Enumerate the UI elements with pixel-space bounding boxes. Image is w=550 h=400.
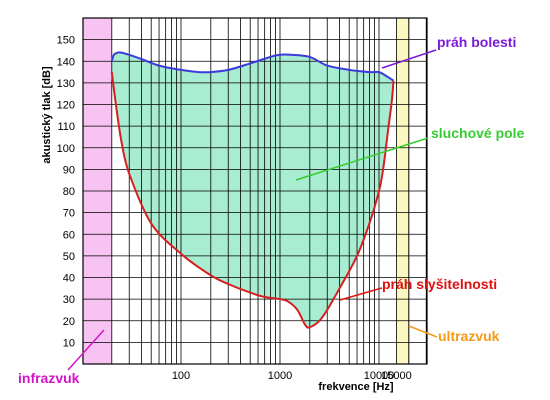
x-tick-label: 10000 <box>364 370 395 382</box>
y-tick-label: 40 <box>63 273 75 285</box>
y-tick-label: 110 <box>57 121 75 133</box>
x-tick-label: 15000 <box>381 370 412 382</box>
y-tick-label: 100 <box>57 143 75 155</box>
annotation-label-0: práh bolesti <box>437 34 516 50</box>
series-curve-1 <box>110 71 395 329</box>
annotation-leader-1 <box>295 137 429 181</box>
y-tick-label: 90 <box>63 164 75 176</box>
annotation-leader-3 <box>408 325 438 338</box>
series-curve-0 <box>110 51 395 82</box>
chart-annotations: práh bolesti sluchové pole práh slyšitelno… <box>18 34 525 386</box>
y-tick-label: 50 <box>63 251 75 263</box>
annotation-leader-0 <box>381 49 437 69</box>
chart-grid <box>82 17 428 365</box>
annotation-label-2: práh slyšitelnosti <box>382 276 497 292</box>
y-tick-label: 60 <box>63 229 75 241</box>
y-tick-label: 130 <box>57 78 75 90</box>
y-tick-label: 140 <box>57 56 75 68</box>
y-tick-label: 120 <box>57 100 75 112</box>
x-axis-title: frekvence [Hz] <box>318 381 394 393</box>
y-tick-label: 70 <box>63 208 75 220</box>
y-axis-title: akustický tlak [dB] <box>41 66 53 164</box>
y-tick-label: 10 <box>63 337 75 349</box>
x-tick-label: 1000 <box>268 370 292 382</box>
annotation-leader-4 <box>67 329 105 371</box>
hearing-region-fill <box>111 52 395 328</box>
y-tick-label: 20 <box>63 316 75 328</box>
y-tick-label: 30 <box>63 294 75 306</box>
axis-ticks: 10 20 30 40 50 60 70 80 90 100 110 120 130 140 150 100 1… <box>57 35 412 382</box>
annotation-leader-2 <box>339 287 383 301</box>
annotation-label-3: ultrazvuk <box>438 328 500 344</box>
annotation-label-4: infrazvuk <box>18 370 80 386</box>
annotation-label-1: sluchové pole <box>431 125 525 141</box>
y-tick-label: 80 <box>63 186 75 198</box>
plot-frame <box>82 17 428 365</box>
hearing-region <box>111 52 395 328</box>
y-tick-label: 150 <box>57 35 75 47</box>
threshold-curves <box>110 51 395 329</box>
x-tick-label: 100 <box>172 370 190 382</box>
